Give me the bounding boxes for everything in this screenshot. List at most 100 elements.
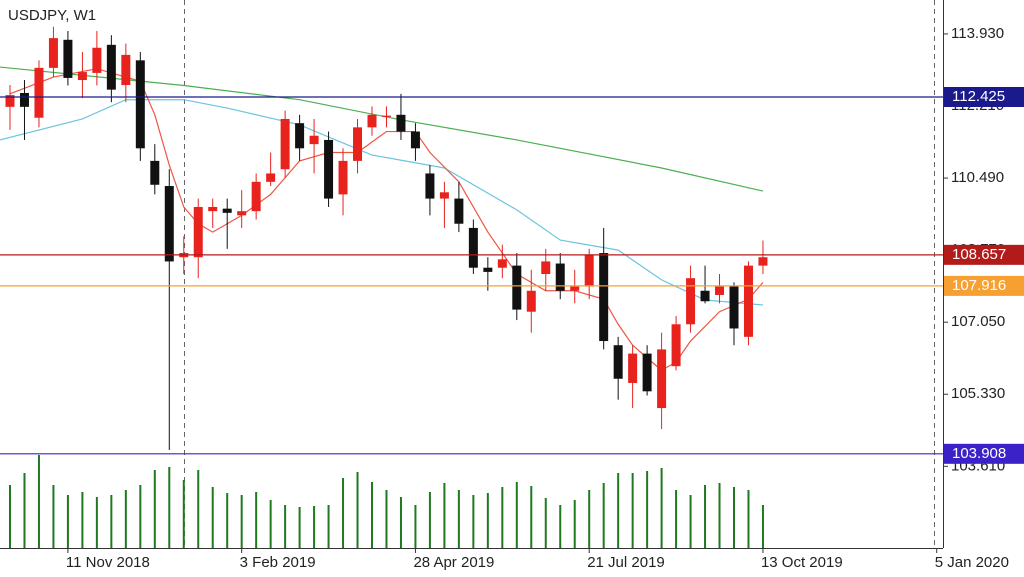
volume-bar xyxy=(342,478,345,548)
volume-bar xyxy=(66,495,69,548)
candle-body xyxy=(106,44,116,90)
volume-bar xyxy=(617,473,620,548)
volume-bar xyxy=(182,480,185,548)
x-tick-label: 3 Feb 2019 xyxy=(240,554,316,571)
candle-body xyxy=(222,208,232,213)
volume-bar xyxy=(153,470,156,548)
candle-body xyxy=(483,267,493,272)
candle-body xyxy=(410,131,420,149)
level-label-box xyxy=(944,275,1024,296)
candle-body xyxy=(700,290,710,302)
volume-bar xyxy=(110,495,113,548)
volume-bar xyxy=(675,490,678,548)
candle-body xyxy=(353,127,363,161)
volume-bar xyxy=(37,455,40,548)
volume-bar xyxy=(327,505,330,548)
volume-bar xyxy=(284,505,287,548)
candle-body xyxy=(671,324,681,367)
level-label-box xyxy=(944,244,1024,265)
candle-body xyxy=(555,263,565,291)
volume-bar xyxy=(371,482,373,548)
candle-body xyxy=(396,114,406,132)
volume-bar xyxy=(443,483,446,548)
volume-bar xyxy=(457,490,460,548)
volume-bar xyxy=(472,495,475,548)
candle-body xyxy=(19,93,29,107)
moving-average xyxy=(0,99,764,306)
x-tick-label: 28 Apr 2019 xyxy=(413,554,494,571)
volume-bar xyxy=(197,470,200,548)
candle-body xyxy=(729,286,739,329)
candle-body xyxy=(280,118,290,170)
x-tick-label: 5 Jan 2020 xyxy=(935,554,1009,571)
volume-bar xyxy=(240,495,243,548)
candle-body xyxy=(584,255,594,287)
volume-bar xyxy=(761,505,764,548)
candle-body xyxy=(48,38,58,68)
volume-bar xyxy=(298,507,301,548)
y-tick-label: 105.330 xyxy=(951,385,1005,402)
candle-body xyxy=(526,290,536,312)
volume-bar xyxy=(313,506,316,548)
candle-body xyxy=(77,72,87,81)
volume-bar xyxy=(428,492,431,548)
candle-body xyxy=(237,211,247,216)
candle-body xyxy=(251,181,261,212)
y-tick-label: 110.490 xyxy=(951,169,1004,186)
volume-bar xyxy=(52,485,55,548)
candle-body xyxy=(34,67,44,118)
candle-body xyxy=(266,173,276,182)
volume-bar xyxy=(168,467,171,548)
candle-body xyxy=(295,123,305,149)
volume-bar xyxy=(414,505,417,548)
volume-bar xyxy=(646,471,649,548)
volume-bar xyxy=(226,493,229,548)
candle-body xyxy=(439,192,449,199)
candle-body xyxy=(63,39,73,78)
candle-body xyxy=(193,206,203,258)
volume-bar xyxy=(81,492,84,548)
x-tick-label: 13 Oct 2019 xyxy=(761,554,843,571)
candle-body xyxy=(5,95,15,107)
candle-body xyxy=(324,139,334,199)
x-tick-label: 11 Nov 2018 xyxy=(66,554,150,571)
volume-bar xyxy=(718,483,721,548)
candle-body xyxy=(497,259,507,268)
volume-bar xyxy=(255,492,258,548)
volume-bar xyxy=(139,485,142,548)
candle-body xyxy=(381,115,391,117)
level-label-box xyxy=(944,86,1024,107)
volume-bar xyxy=(530,486,533,548)
volume-bar xyxy=(602,483,605,548)
chart-title: USDJPY, W1 xyxy=(8,7,96,24)
volume-bar xyxy=(23,473,26,548)
level-label: 103.908 xyxy=(952,445,1006,462)
volume-bar xyxy=(269,500,272,548)
volume-bar xyxy=(399,497,402,548)
candle-body xyxy=(121,54,131,86)
volume-bar xyxy=(515,482,518,548)
volume-bar xyxy=(124,490,127,548)
candle-body xyxy=(468,227,478,268)
candle-body xyxy=(657,349,667,409)
volume-bar xyxy=(356,472,359,548)
volume-bar xyxy=(588,490,591,548)
candle-body xyxy=(599,253,609,342)
candle-body xyxy=(150,160,160,185)
volume-bar xyxy=(573,500,576,548)
volume-bar xyxy=(385,490,388,548)
y-tick-label: 113.930 xyxy=(951,25,1004,42)
plot: 113.930112.210110.490108.770107.050105.3… xyxy=(0,25,1024,571)
volume-bar xyxy=(9,485,11,548)
volume-bar xyxy=(631,473,634,548)
candle-body xyxy=(367,114,377,128)
level-label: 112.425 xyxy=(952,88,1005,105)
volume-bar xyxy=(704,485,707,548)
volume-bar xyxy=(501,487,504,548)
volume-bar xyxy=(95,497,98,548)
level-label-box xyxy=(944,443,1024,464)
volume-bar xyxy=(486,493,489,548)
